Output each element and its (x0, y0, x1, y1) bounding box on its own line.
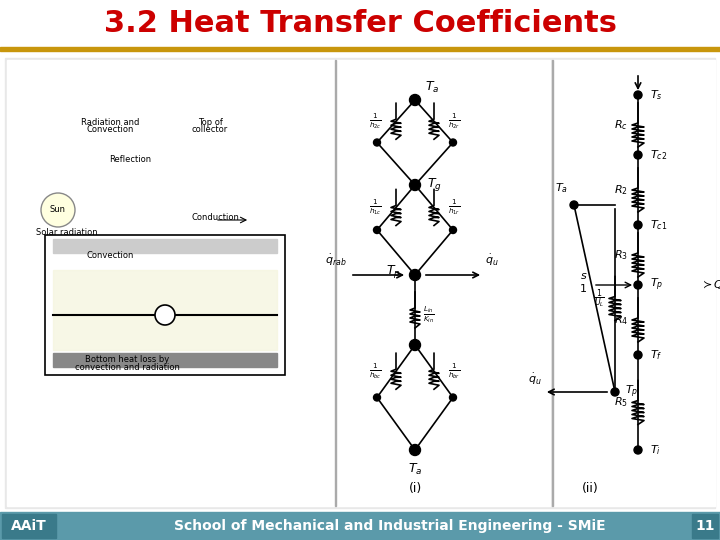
Circle shape (410, 179, 420, 191)
Text: $\frac{1}{h_{2c}}$: $\frac{1}{h_{2c}}$ (369, 111, 382, 131)
Text: (i): (i) (408, 482, 422, 495)
Text: $R_5$: $R_5$ (614, 396, 628, 409)
Circle shape (410, 340, 420, 350)
Bar (335, 60, 336, 506)
Text: $T_s$: $T_s$ (650, 88, 662, 102)
Text: $R_2$: $R_2$ (614, 183, 628, 197)
Circle shape (634, 351, 642, 359)
Circle shape (634, 221, 642, 229)
Text: $T_{c1}$: $T_{c1}$ (650, 218, 667, 232)
Circle shape (449, 226, 456, 233)
Text: $\frac{1}{h_{br}}$: $\frac{1}{h_{br}}$ (448, 361, 460, 381)
Text: $\dot{q}_{rab}$: $\dot{q}_{rab}$ (325, 253, 347, 268)
Circle shape (374, 226, 380, 233)
Text: $\dot{q}_u$: $\dot{q}_u$ (528, 372, 542, 387)
Circle shape (410, 94, 420, 105)
Circle shape (634, 446, 642, 454)
Circle shape (41, 193, 75, 227)
Text: Conduction: Conduction (191, 213, 239, 222)
Bar (53, 270, 277, 350)
Bar (692, 514, 718, 538)
Text: $T_g$: $T_g$ (427, 177, 442, 193)
Text: $\succ Q_s$: $\succ Q_s$ (700, 278, 720, 292)
Text: $T_p$: $T_p$ (386, 262, 401, 280)
Bar (7, 60, 334, 506)
Text: $\frac{1}{U_L}$: $\frac{1}{U_L}$ (594, 287, 605, 310)
Bar (0, 512, 720, 540)
Text: convection and radiation: convection and radiation (75, 363, 179, 372)
Text: Convection: Convection (86, 251, 134, 260)
Text: 1: 1 (580, 284, 587, 294)
Text: Solar radiation: Solar radiation (36, 228, 98, 237)
Text: $R_c$: $R_c$ (614, 118, 628, 132)
Text: $R_3$: $R_3$ (614, 248, 628, 262)
Text: $T_a$: $T_a$ (408, 462, 422, 477)
Text: $\frac{1}{h_{2r}}$: $\frac{1}{h_{2r}}$ (448, 111, 460, 131)
Circle shape (449, 394, 456, 401)
Text: $\frac{L_{in}}{K_{in}}$: $\frac{L_{in}}{K_{in}}$ (423, 305, 435, 326)
Text: $T_a$: $T_a$ (556, 181, 569, 195)
Text: Reflection: Reflection (109, 155, 151, 164)
Text: $T_a$: $T_a$ (425, 80, 439, 95)
Bar (5, 58, 715, 508)
Circle shape (634, 91, 642, 99)
Circle shape (410, 444, 420, 456)
Bar (2, 514, 56, 538)
Text: collector: collector (192, 125, 228, 134)
Text: $T_{c2}$: $T_{c2}$ (650, 148, 667, 162)
Text: Sun: Sun (50, 206, 66, 214)
Circle shape (570, 201, 578, 209)
Circle shape (634, 151, 642, 159)
Bar (53, 353, 277, 367)
Circle shape (374, 394, 380, 401)
Text: $T_p$: $T_p$ (625, 384, 639, 400)
Bar (335, 60, 550, 506)
Circle shape (155, 305, 175, 325)
Text: $R_4$: $R_4$ (613, 313, 628, 327)
Text: $T_p$: $T_p$ (650, 277, 663, 293)
Text: $T_f$: $T_f$ (650, 348, 662, 362)
Text: Top of: Top of (197, 118, 222, 127)
Text: 11: 11 (696, 519, 715, 533)
Bar (552, 60, 715, 506)
Circle shape (374, 139, 380, 146)
Bar (45, 235, 285, 375)
Circle shape (410, 269, 420, 280)
Text: Bottom heat loss by: Bottom heat loss by (85, 355, 169, 364)
Text: $\frac{1}{h_{bc}}$: $\frac{1}{h_{bc}}$ (369, 361, 382, 381)
Text: School of Mechanical and Industrial Engineering - SMiE: School of Mechanical and Industrial Engi… (174, 519, 606, 533)
Bar (0, 0, 720, 48)
Text: 3.2 Heat Transfer Coefficients: 3.2 Heat Transfer Coefficients (104, 10, 616, 38)
Bar (0, 47, 720, 51)
Text: (ii): (ii) (582, 482, 598, 495)
Bar (552, 60, 553, 506)
Text: $\frac{1}{h_{1c}}$: $\frac{1}{h_{1c}}$ (369, 198, 382, 218)
Text: AAiT: AAiT (11, 519, 47, 533)
Bar (53, 239, 277, 253)
Circle shape (611, 388, 619, 396)
Text: $T_i$: $T_i$ (650, 443, 661, 457)
Circle shape (449, 139, 456, 146)
Text: Convection: Convection (86, 125, 134, 134)
Text: $\frac{1}{h_{1r}}$: $\frac{1}{h_{1r}}$ (448, 198, 460, 218)
Text: Radiation and: Radiation and (81, 118, 139, 127)
Text: $s$: $s$ (580, 271, 588, 281)
Circle shape (634, 281, 642, 289)
Text: Fig 3.4 Equivalent Thermal Circuit Diagram of Fig. 3.3: Fig 3.4 Equivalent Thermal Circuit Diagr… (40, 63, 500, 78)
Text: $\dot{q}_u$: $\dot{q}_u$ (485, 253, 499, 268)
